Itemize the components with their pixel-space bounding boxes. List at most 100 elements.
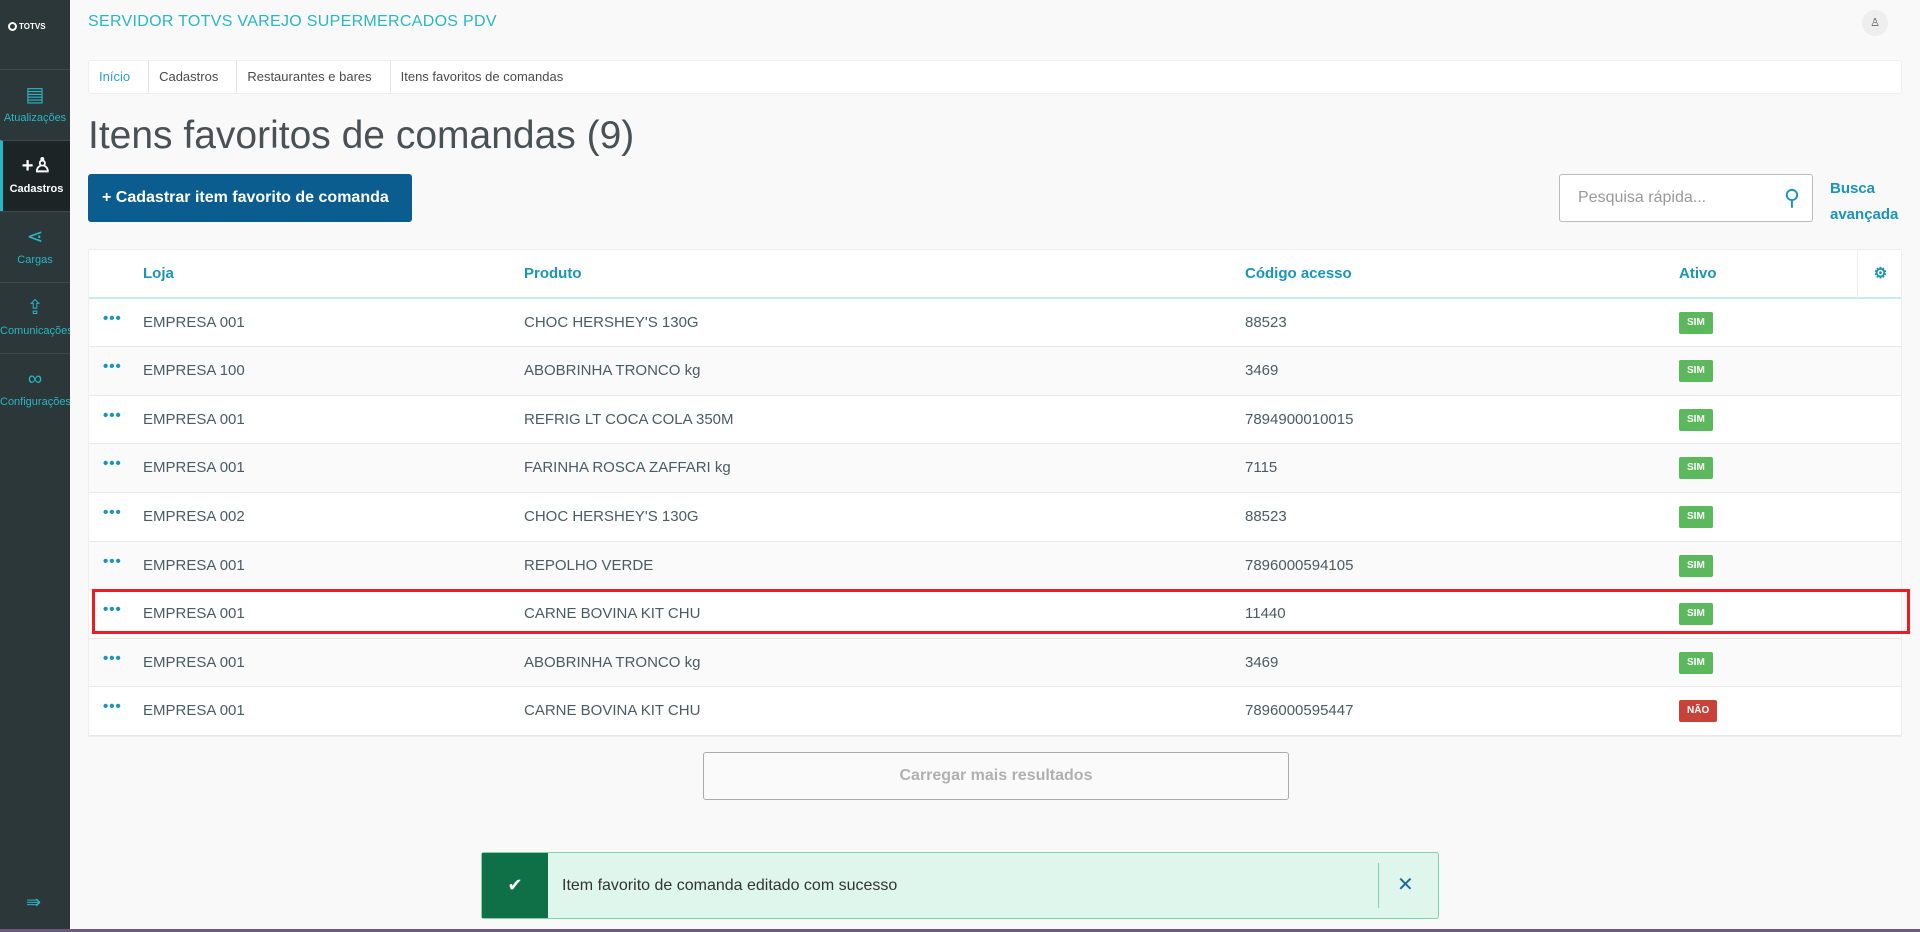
advanced-search-link[interactable]: Busca avançada [1830, 180, 1899, 223]
row-actions-icon[interactable]: ••• [103, 406, 122, 424]
cell-produto: FARINHA ROSCA ZAFFARI kg [524, 459, 731, 477]
cell-produto: CARNE BOVINA KIT CHU [524, 702, 701, 720]
breadcrumb-restaurantes[interactable]: Restaurantes e bares [237, 60, 391, 94]
table-row[interactable]: ••• EMPRESA 001 FARINHA ROSCA ZAFFARI kg… [89, 444, 1901, 493]
cell-produto: ABOBRINHA TRONCO kg [524, 653, 701, 671]
success-toast: ✔ Item favorito de comanda editado com s… [481, 852, 1439, 919]
cell-codigo: 7894900010015 [1245, 410, 1354, 428]
cell-codigo: 7115 [1245, 459, 1278, 477]
cell-loja: EMPRESA 001 [143, 313, 245, 331]
sidebar-item-atualizacoes[interactable]: ▤ Atualizações [0, 69, 70, 140]
cell-ativo: SIM [1679, 590, 1713, 638]
row-actions-icon[interactable]: ••• [103, 503, 122, 521]
toast-message: Item favorito de comanda editado com suc… [562, 877, 898, 894]
page-title: Itens favoritos de comandas (9) [88, 114, 635, 157]
row-actions-icon[interactable]: ••• [103, 552, 122, 570]
link-icon: ∞ [27, 368, 43, 390]
table-row[interactable]: ••• EMPRESA 001 REFRIG LT COCA COLA 350M… [89, 396, 1901, 445]
table-row[interactable]: ••• EMPRESA 001 CARNE BOVINA KIT CHU 789… [89, 687, 1901, 736]
row-actions-icon[interactable]: ••• [103, 649, 122, 667]
breadcrumb-current: Itens favoritos de comandas [400, 69, 564, 84]
quick-search-input[interactable]: Pesquisa rápida... ⚲ [1559, 174, 1813, 222]
row-actions-icon[interactable]: ••• [103, 698, 122, 716]
search-icon[interactable]: ⚲ [1783, 185, 1800, 210]
close-icon[interactable]: ✕ [1397, 874, 1414, 896]
column-header-produto[interactable]: Produto [524, 265, 582, 282]
status-badge: SIM [1679, 457, 1713, 480]
column-header-ativo[interactable]: Ativo [1679, 265, 1717, 282]
gear-icon[interactable]: ⚙ [1857, 250, 1903, 298]
status-badge: SIM [1679, 554, 1713, 577]
row-actions-icon[interactable]: ••• [103, 358, 122, 376]
user-avatar-icon[interactable]: ♙ [1862, 10, 1888, 36]
cell-codigo: 3469 [1245, 653, 1279, 671]
breadcrumb-inicio[interactable]: Início [89, 60, 150, 94]
status-badge: SIM [1679, 506, 1713, 528]
table-row[interactable]: ••• EMPRESA 001 CHOC HERSHEY'S 130G 8852… [89, 299, 1901, 348]
column-header-codigo[interactable]: Código acesso [1245, 265, 1352, 282]
favorites-table: Loja Produto Código acesso Ativo ⚙ ••• E… [88, 249, 1902, 737]
cell-ativo: SIM [1679, 396, 1713, 444]
status-badge: SIM [1679, 408, 1713, 431]
sidebar-item-comunicacoes[interactable]: ⇪ Comunicações [0, 282, 70, 353]
table-header: Loja Produto Código acesso Ativo ⚙ [89, 250, 1901, 299]
cell-ativo: SIM [1679, 299, 1713, 347]
status-badge: NÃO [1679, 700, 1718, 723]
breadcrumb: Início Cadastros Restaurantes e bares It… [88, 60, 1902, 94]
cell-ativo: SIM [1679, 542, 1713, 590]
cell-loja: EMPRESA 002 [143, 507, 245, 525]
row-actions-icon[interactable]: ••• [103, 601, 122, 619]
row-actions-icon[interactable]: ••• [103, 309, 122, 327]
app-title: SERVIDOR TOTVS VAREJO SUPERMERCADOS PDV [88, 13, 497, 30]
status-badge: SIM [1679, 651, 1713, 674]
cell-codigo: 11440 [1245, 605, 1286, 623]
table-row[interactable]: ••• EMPRESA 002 CHOC HERSHEY'S 130G 8852… [89, 493, 1901, 542]
bottom-bar [0, 929, 1920, 932]
add-favorite-item-button[interactable]: + Cadastrar item favorito de comanda [88, 174, 412, 222]
status-badge: SIM [1679, 311, 1713, 334]
breadcrumb-cadastros[interactable]: Cadastros [149, 60, 238, 94]
sidebar: TOTVS ▤ Atualizações +♙ Cadastros ⋖ Cargas … [0, 0, 70, 932]
cell-loja: EMPRESA 001 [143, 410, 245, 428]
table-row[interactable]: ••• EMPRESA 001 REPOLHO VERDE 7896000594… [89, 541, 1901, 591]
sidebar-item-cargas[interactable]: ⋖ Cargas [0, 211, 70, 282]
sidebar-item-configuracoes[interactable]: ∞ Configurações [0, 353, 70, 424]
cell-loja: EMPRESA 100 [143, 362, 245, 380]
cell-loja: EMPRESA 001 [143, 605, 245, 623]
cell-ativo: NÃO [1679, 687, 1718, 735]
cell-loja: EMPRESA 001 [143, 653, 245, 671]
load-more-button[interactable]: Carregar mais resultados [703, 752, 1289, 800]
file-upload-icon: ⇪ [26, 297, 44, 319]
collapse-menu-icon[interactable]: ⇛ [26, 892, 42, 912]
row-actions-icon[interactable]: ••• [103, 455, 122, 473]
cell-loja: EMPRESA 001 [143, 702, 245, 720]
cell-produto: REPOLHO VERDE [524, 556, 654, 574]
cell-produto: REFRIG LT COCA COLA 350M [524, 410, 734, 428]
cell-ativo: SIM [1679, 639, 1713, 687]
add-user-icon: +♙ [21, 155, 52, 177]
check-icon: ✔ [482, 853, 548, 918]
toast-divider [1378, 863, 1379, 908]
totvs-logo: TOTVS [8, 22, 46, 31]
cell-produto: CHOC HERSHEY'S 130G [524, 313, 699, 331]
sidebar-item-cadastros[interactable]: +♙ Cadastros [0, 140, 70, 211]
cell-loja: EMPRESA 001 [143, 459, 245, 477]
cell-ativo: SIM [1679, 493, 1713, 541]
cell-codigo: 3469 [1245, 362, 1279, 380]
column-header-loja[interactable]: Loja [143, 265, 174, 282]
status-badge: SIM [1679, 360, 1713, 383]
cell-produto: CARNE BOVINA KIT CHU [524, 605, 701, 623]
table-row[interactable]: ••• EMPRESA 001 CARNE BOVINA KIT CHU 114… [89, 590, 1901, 639]
cell-ativo: SIM [1679, 347, 1713, 395]
cell-codigo: 7896000594105 [1245, 556, 1354, 574]
cell-codigo: 88523 [1245, 507, 1287, 525]
table-row[interactable]: ••• EMPRESA 001 ABOBRINHA TRONCO kg 3469… [89, 638, 1901, 688]
cell-loja: EMPRESA 001 [143, 556, 245, 574]
table-row[interactable]: ••• EMPRESA 100 ABOBRINHA TRONCO kg 3469… [89, 347, 1901, 396]
cell-produto: CHOC HERSHEY'S 130G [524, 507, 699, 525]
cell-codigo: 7896000595447 [1245, 702, 1354, 720]
server-icon: ▤ [25, 84, 45, 106]
cell-produto: ABOBRINHA TRONCO kg [524, 362, 701, 380]
share-icon: ⋖ [26, 226, 44, 248]
cell-codigo: 88523 [1245, 313, 1287, 331]
